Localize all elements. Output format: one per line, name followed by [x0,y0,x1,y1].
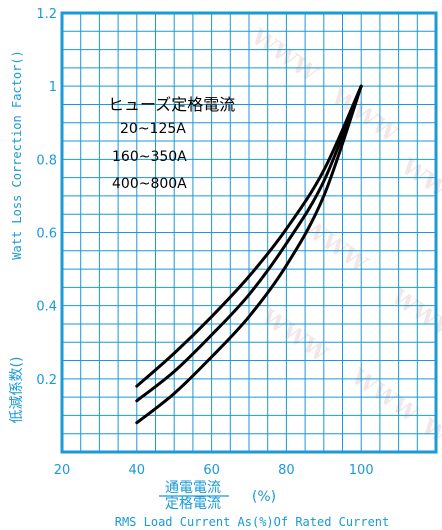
plot-frame [60,11,438,454]
watermark-7: WWW [416,413,442,478]
y-tick-label-2: 0.6 [36,227,57,242]
y-tick-labels: 0.2 0.4 0.6 0.8 1 1.2 [36,7,57,388]
legend-item-2: 160~350A [112,149,187,165]
y-tick-label-4: 1 [49,80,57,95]
x-tick-label-1: 40 [129,463,146,478]
x-tick-label-4: 100 [349,463,374,478]
y-tick-label-1: 0.4 [36,300,57,315]
watermark-4: WWW [386,283,442,348]
watermark-6: WWW [346,363,423,428]
watermark-1: WWW [326,83,403,148]
x-axis-title-numerator: 通電電流 [165,480,221,496]
curve-series-1 [135,84,363,388]
x-axis-title-english: RMS Load Current As(%)Of Rated Current [115,515,390,529]
curve-series-3 [135,84,363,425]
x-tick-label-0: 20 [54,463,71,478]
legend-item-1: 20~125A [120,121,186,137]
x-axis-title-denominator: 定格電流 [165,496,221,512]
legend-item-3: 400~800A [112,176,187,192]
y-tick-label-3: 0.8 [36,153,57,168]
watermark-0: WWW [246,23,323,88]
curve-series-2 [135,84,363,403]
x-tick-label-2: 60 [203,463,220,478]
x-tick-labels: 20 40 60 80 100 [54,463,374,478]
y-axis-title-japanese: 低減係数() [8,357,25,424]
curves [135,84,363,425]
y-tick-label-5: 1.2 [36,7,57,22]
y-tick-label-0: 0.2 [36,373,57,388]
y-axis-title-english: Watt Loss Correction Factor() [10,50,24,260]
legend-title: ヒューズ定格電流 [108,95,235,114]
x-tick-label-3: 80 [278,463,295,478]
x-axis-title-unit: (%) [252,489,276,505]
grid [61,12,437,453]
